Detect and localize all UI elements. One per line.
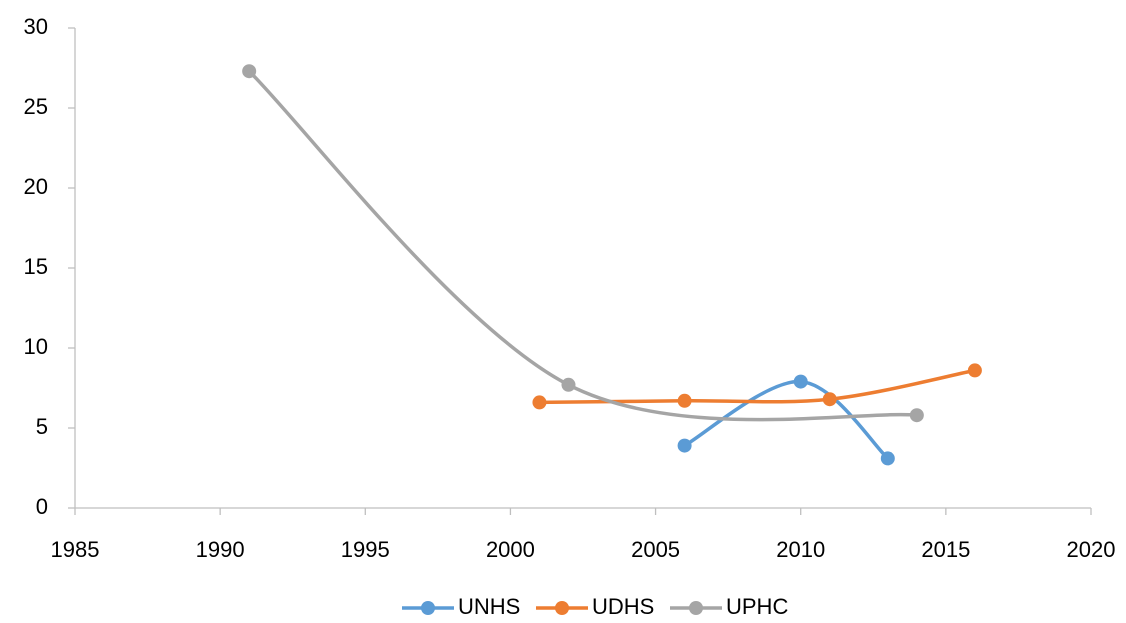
- x-tick-label: 2010: [776, 537, 825, 562]
- legend-label: UNHS: [458, 594, 520, 619]
- y-tick-label: 20: [24, 174, 48, 199]
- point: [677, 393, 692, 408]
- point: [561, 377, 576, 392]
- point: [822, 392, 837, 407]
- legend-marker: [555, 601, 569, 615]
- x-tick-label: 1985: [51, 537, 100, 562]
- series-line: [247, 69, 919, 422]
- x-tick-label: 2020: [1067, 537, 1116, 562]
- point: [793, 374, 808, 389]
- point: [909, 408, 924, 423]
- y-tick-label: 30: [24, 14, 48, 39]
- y-tick-label: 0: [36, 494, 48, 519]
- legend-marker: [421, 601, 435, 615]
- point: [880, 451, 895, 466]
- y-tick-label: 25: [24, 94, 48, 119]
- point: [242, 64, 257, 79]
- y-tick-label: 15: [24, 254, 48, 279]
- x-tick-label: 1990: [196, 537, 245, 562]
- x-tick-label: 1995: [341, 537, 390, 562]
- x-tick-label: 2015: [921, 537, 970, 562]
- point: [967, 363, 982, 378]
- y-tick-label: 10: [24, 334, 48, 359]
- legend-marker: [689, 601, 703, 615]
- x-tick-label: 2000: [486, 537, 535, 562]
- series-line: [537, 368, 977, 405]
- point: [532, 395, 547, 410]
- x-tick-label: 2005: [631, 537, 680, 562]
- point: [677, 438, 692, 453]
- legend-label: UDHS: [592, 594, 654, 619]
- legend-label: UPHC: [726, 594, 788, 619]
- y-tick-label: 5: [36, 414, 48, 439]
